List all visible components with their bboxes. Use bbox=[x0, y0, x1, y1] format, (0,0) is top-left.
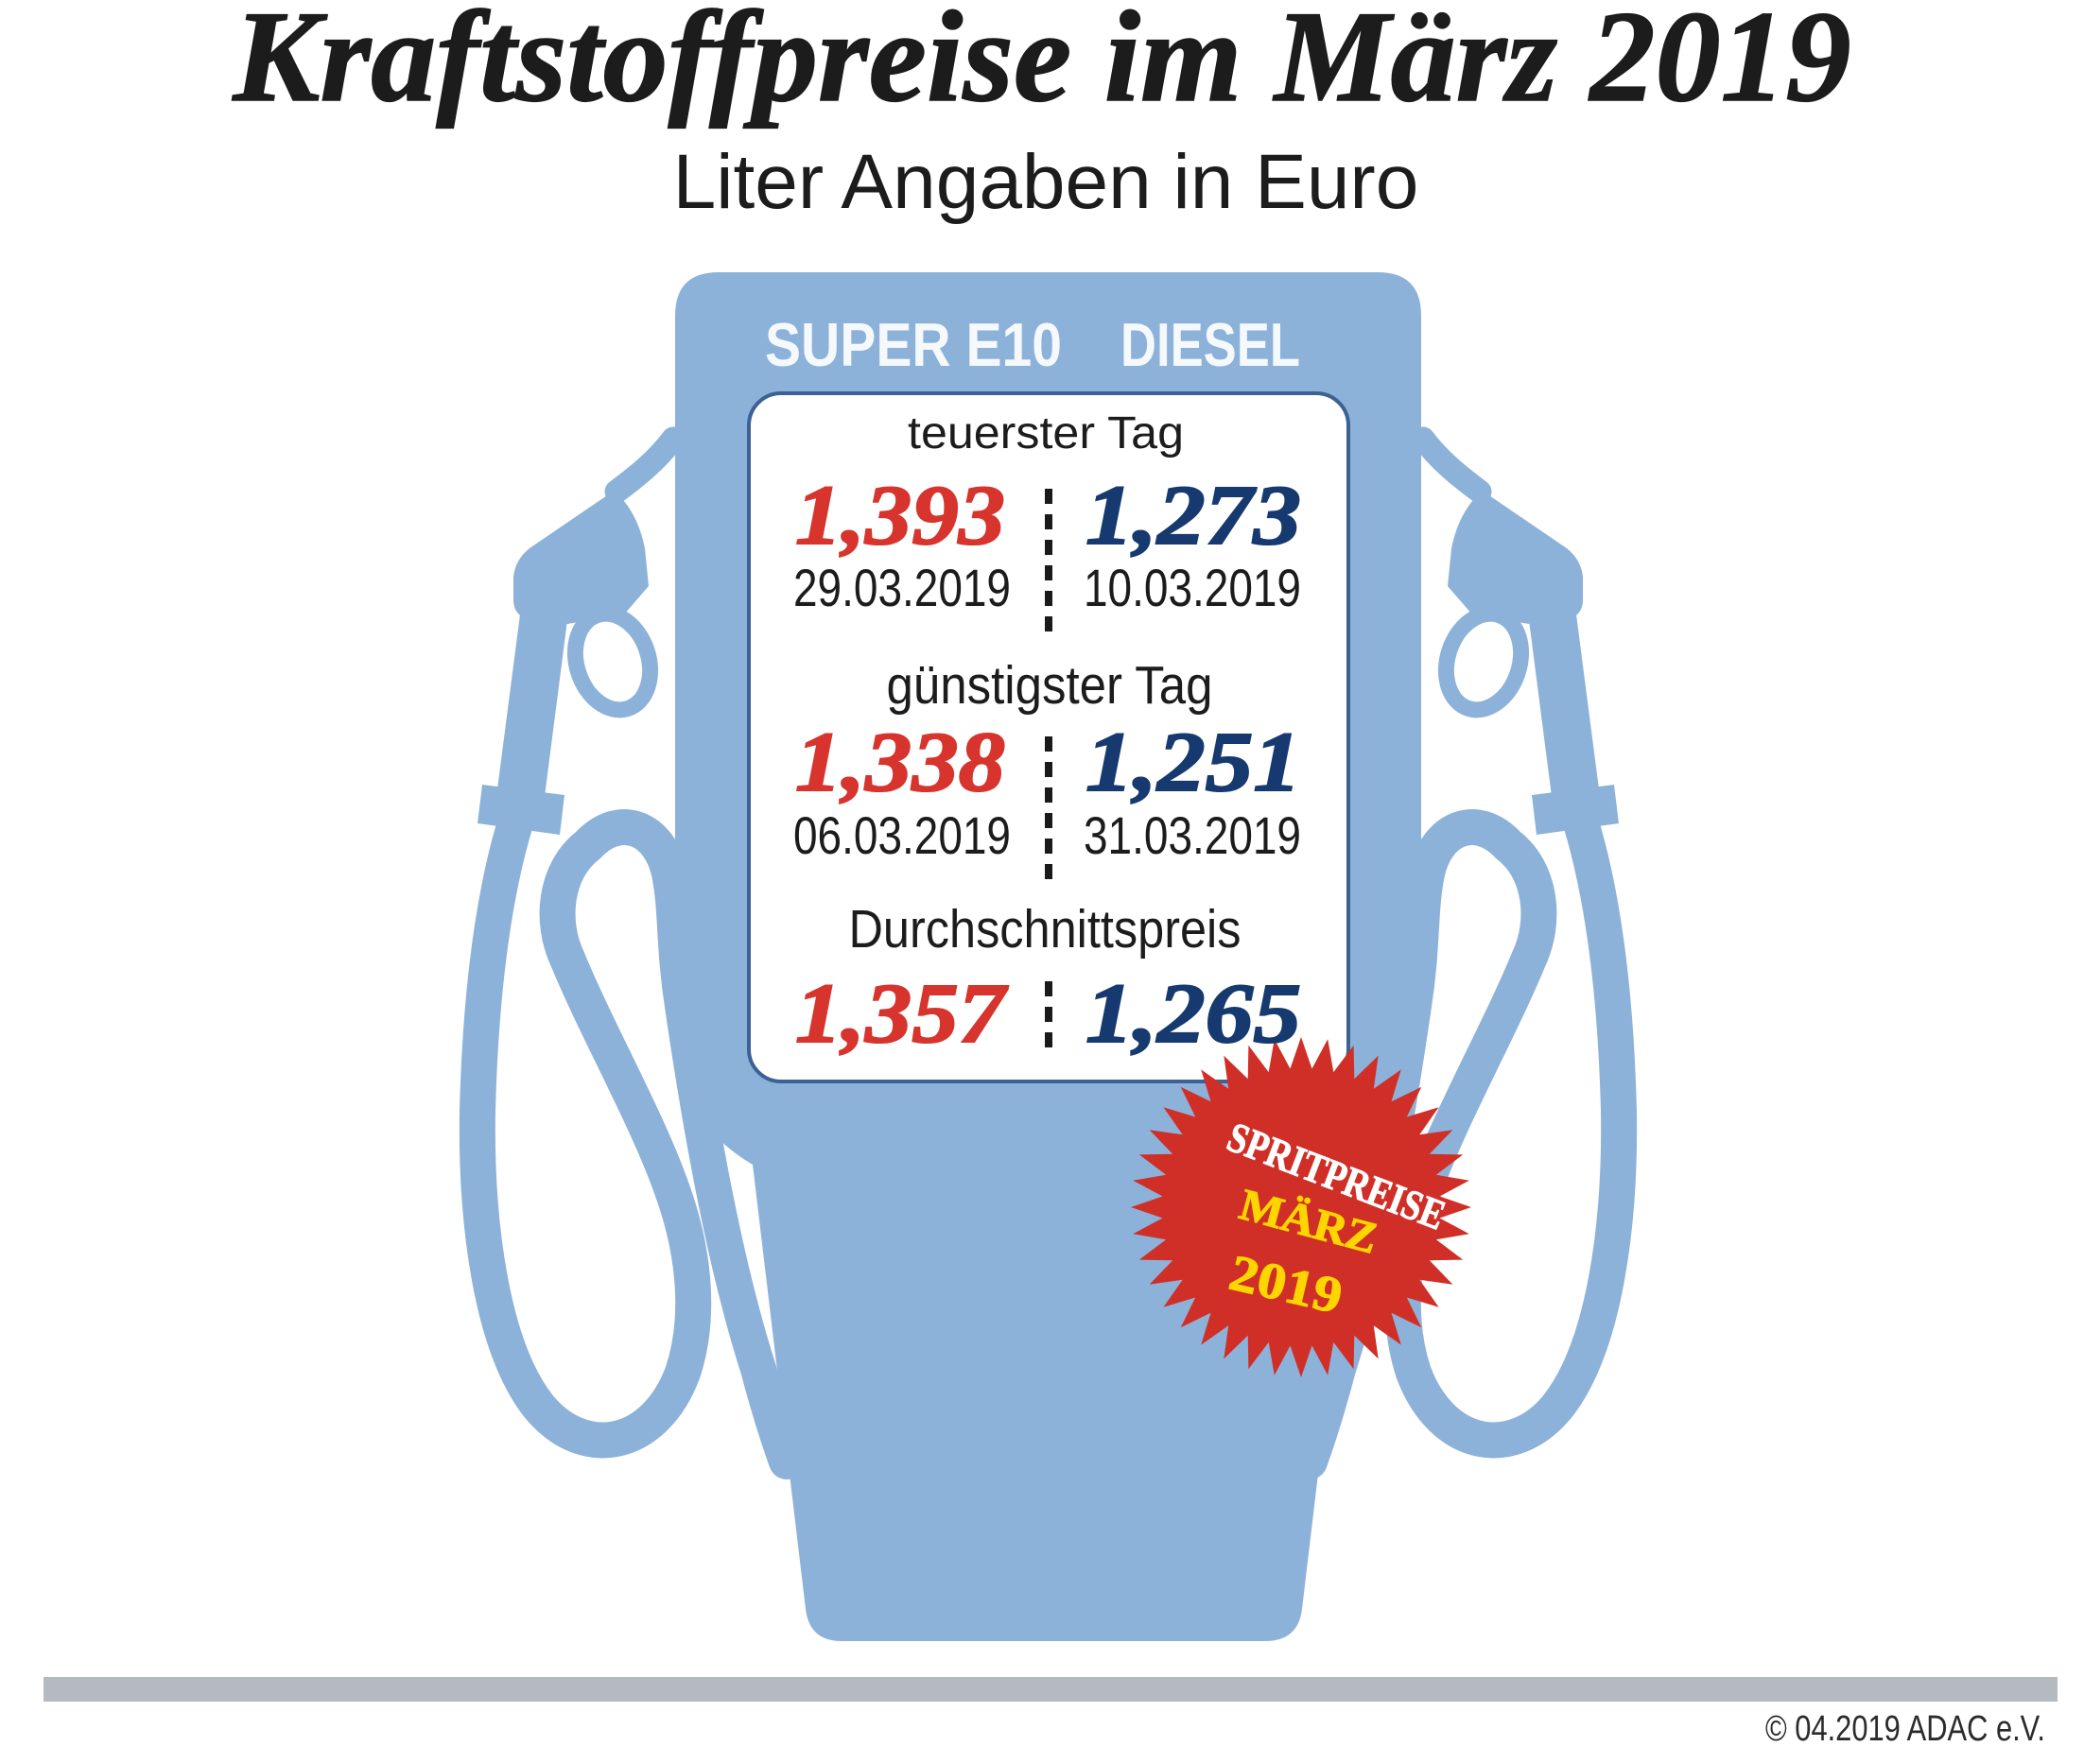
svg-text:DIESEL: DIESEL bbox=[1120, 310, 1300, 379]
svg-text:1,273: 1,273 bbox=[1085, 469, 1301, 562]
svg-text:31.03.2019: 31.03.2019 bbox=[1084, 805, 1301, 865]
svg-text:1,265: 1,265 bbox=[1085, 967, 1301, 1061]
svg-text:1,357: 1,357 bbox=[795, 967, 1008, 1061]
svg-text:1,251: 1,251 bbox=[1085, 716, 1301, 809]
svg-text:1,393: 1,393 bbox=[795, 469, 1005, 562]
svg-text:Kraftstoffpreise im März 2019: Kraftstoffpreise im März 2019 bbox=[231, 0, 1850, 129]
svg-text:teuerster Tag: teuerster Tag bbox=[908, 408, 1184, 458]
svg-text:SUPER E10: SUPER E10 bbox=[765, 310, 1062, 379]
svg-text:Durchschnittspreis: Durchschnittspreis bbox=[849, 899, 1242, 960]
svg-text:06.03.2019: 06.03.2019 bbox=[793, 805, 1011, 865]
svg-text:günstigster Tag: günstigster Tag bbox=[887, 655, 1213, 716]
svg-text:Liter Angaben in Euro: Liter Angaben in Euro bbox=[673, 139, 1419, 225]
svg-text:29.03.2019: 29.03.2019 bbox=[793, 558, 1011, 617]
svg-text:1,338: 1,338 bbox=[795, 716, 1005, 809]
svg-text:© 04.2019 ADAC e.V.: © 04.2019 ADAC e.V. bbox=[1765, 1709, 2045, 1749]
svg-text:10.03.2019: 10.03.2019 bbox=[1084, 558, 1301, 617]
